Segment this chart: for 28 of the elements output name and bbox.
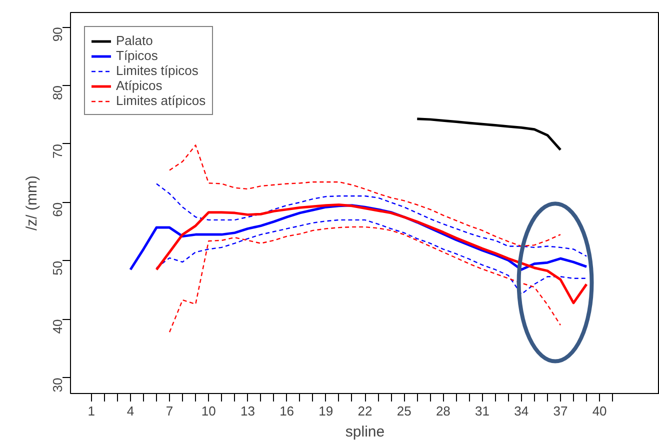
y-tick-label: 50 (50, 260, 65, 276)
x-tick-label: 13 (240, 404, 255, 418)
x-tick-label: 16 (280, 404, 294, 418)
y-tick-label: 30 (50, 378, 65, 392)
x-axis-title: spline (345, 424, 385, 440)
x-tick-label: 28 (436, 404, 450, 418)
x-tick-label: 1 (88, 404, 95, 418)
legend-label: Atípicos (116, 78, 162, 93)
x-tick-label: 22 (358, 404, 372, 418)
legend-label: Limites típicos (116, 63, 198, 78)
y-tick-label: 80 (50, 86, 65, 100)
x-tick-label: 37 (553, 404, 568, 418)
legend-label: Palato (116, 33, 153, 48)
x-tick-label: 7 (166, 404, 174, 418)
y-tick-label: 90 (50, 27, 65, 42)
x-tick-label: 19 (318, 404, 334, 418)
x-tick-label: 31 (475, 404, 490, 418)
y-tick-label: 60 (50, 202, 65, 217)
x-tick-label: 25 (396, 404, 412, 418)
x-tick-label: 10 (201, 404, 216, 418)
legend-label: Limites atípicos (116, 93, 206, 108)
y-tick-label: 40 (50, 319, 65, 334)
y-tick-label: 70 (50, 144, 65, 158)
y-axis-title: /z/ (mm) (24, 176, 40, 230)
x-tick-label: 40 (592, 404, 607, 418)
legend-label: Típicos (116, 48, 158, 63)
x-tick-label: 34 (514, 404, 529, 418)
x-tick-label: 4 (126, 404, 134, 418)
